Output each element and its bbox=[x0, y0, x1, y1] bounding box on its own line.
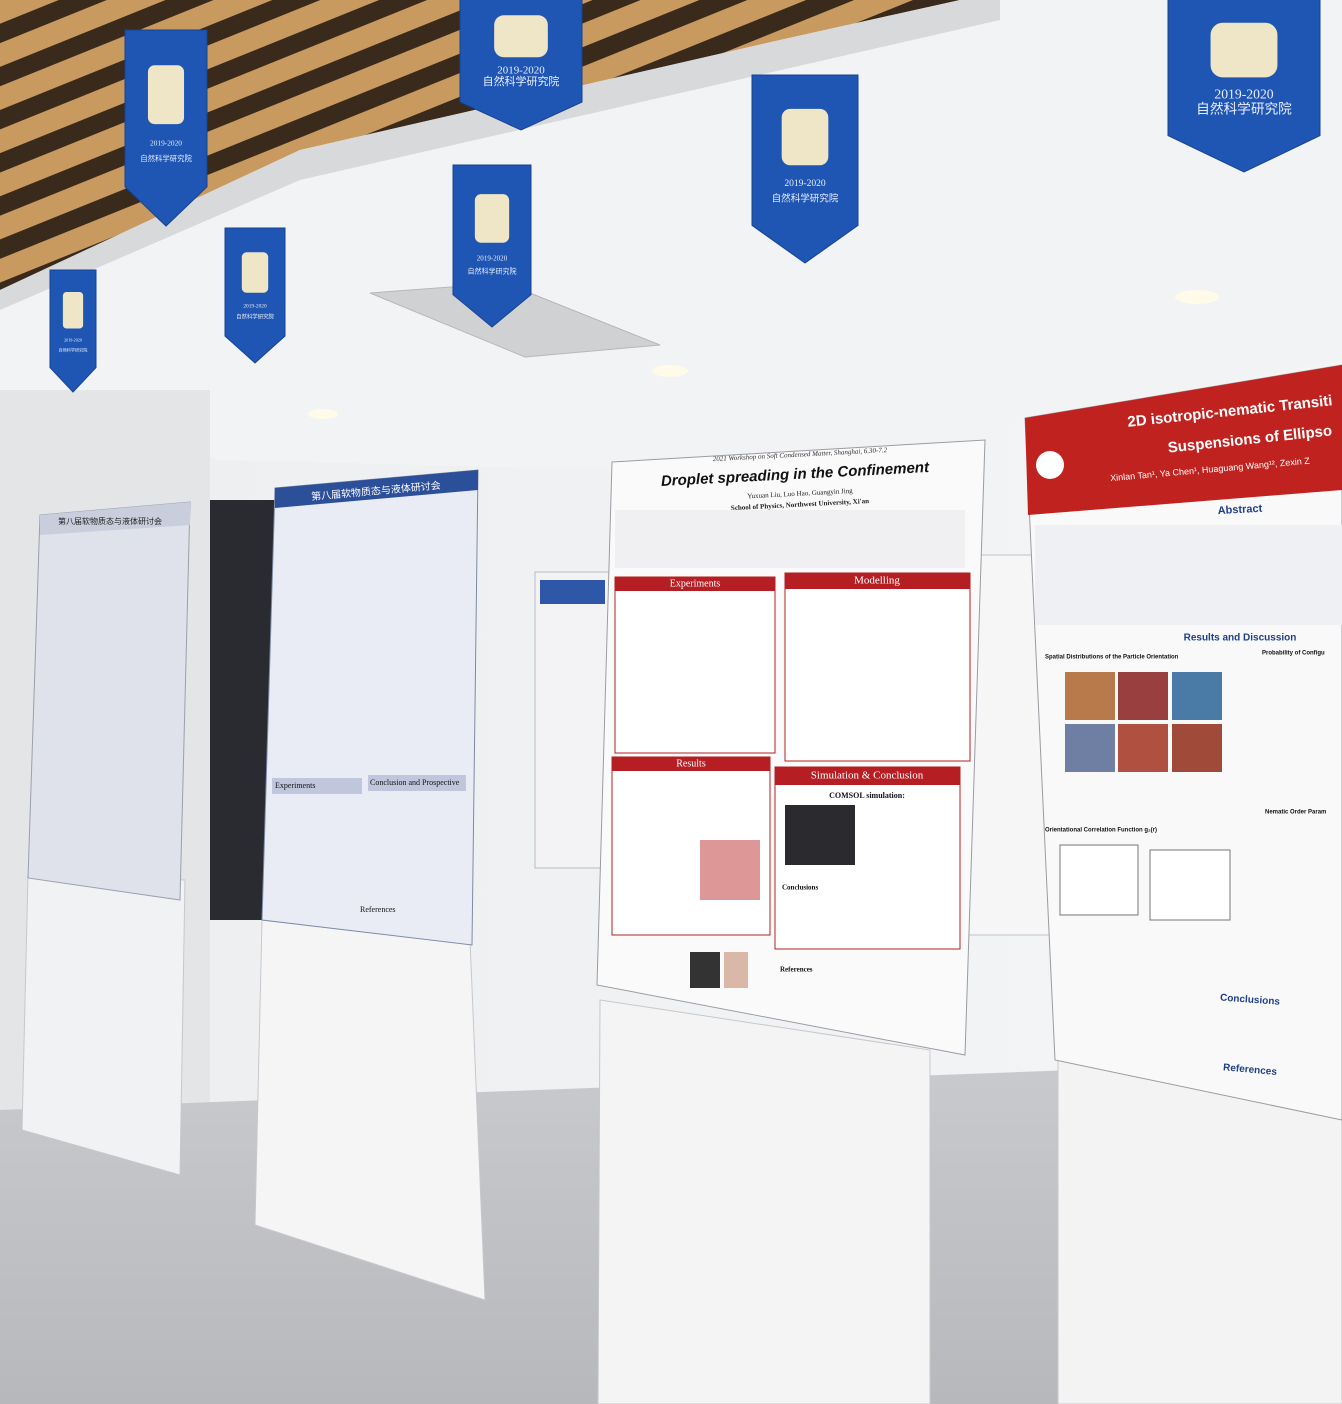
ceiling-edge bbox=[0, 0, 1000, 310]
section-header bbox=[272, 778, 362, 794]
ceiling-light bbox=[1175, 290, 1219, 304]
wood-slats bbox=[0, 0, 960, 290]
section-title: Simulation & Conclusion bbox=[811, 770, 924, 782]
logo bbox=[1036, 451, 1064, 479]
section-header bbox=[612, 757, 770, 771]
banner-label: 自然科学研究院 bbox=[772, 192, 839, 204]
section-title: COMSOL simulation: bbox=[829, 791, 905, 800]
section-box bbox=[784, 572, 971, 762]
section-header bbox=[785, 573, 970, 589]
abstract-block bbox=[1035, 525, 1342, 625]
banner-emblem bbox=[241, 252, 269, 293]
banner-label: 自然科学研究院 bbox=[1196, 100, 1292, 116]
figure bbox=[1172, 672, 1222, 720]
banner bbox=[224, 227, 286, 364]
section-title: Conclusions bbox=[782, 884, 818, 892]
banner bbox=[452, 164, 532, 328]
banner-emblem bbox=[494, 15, 548, 58]
section-header bbox=[615, 577, 775, 591]
figure bbox=[1065, 724, 1115, 772]
section-title: Conclusion and Prospective bbox=[370, 778, 460, 787]
section-title: References bbox=[780, 966, 813, 974]
section-title: Results and Discussion bbox=[1184, 633, 1297, 644]
banner-years: 2019-2020 bbox=[784, 178, 826, 189]
section-title: Abstract bbox=[1217, 503, 1263, 517]
banner-label: 自然科学研究院 bbox=[483, 74, 560, 88]
poster-header bbox=[40, 502, 190, 535]
banner-label: 自然科学研究院 bbox=[236, 312, 274, 320]
figure bbox=[1118, 672, 1168, 720]
banners: 2019-2020自然科学研究院2019-2020自然科学研究院2019-202… bbox=[49, 0, 1321, 393]
banner bbox=[1167, 0, 1321, 173]
figure bbox=[1172, 724, 1222, 772]
section-box bbox=[614, 576, 776, 754]
figure bbox=[700, 840, 760, 900]
banner-emblem bbox=[474, 194, 510, 243]
banner-emblem bbox=[147, 65, 185, 125]
banner-emblem bbox=[1210, 22, 1278, 78]
poster bbox=[261, 469, 479, 946]
stand bbox=[597, 999, 931, 1404]
banner-years: 2019-2020 bbox=[150, 138, 182, 147]
poster bbox=[27, 501, 191, 901]
banner-years: 2019-2020 bbox=[477, 255, 508, 263]
poster-header bbox=[275, 470, 478, 508]
section-title: Spatial Distributions of the Particle Or… bbox=[1045, 655, 1179, 661]
figure bbox=[1149, 849, 1231, 921]
banner-years: 2019-2020 bbox=[243, 304, 267, 310]
section-title: Experiments bbox=[670, 578, 721, 589]
section-header bbox=[368, 775, 466, 791]
photo bbox=[724, 952, 748, 988]
banner-emblem bbox=[781, 108, 829, 166]
abstract-block bbox=[615, 510, 965, 568]
qr-code bbox=[690, 952, 720, 988]
banner bbox=[124, 29, 208, 227]
banner-label: 自然科学研究院 bbox=[59, 346, 88, 352]
banner-label: 自然科学研究院 bbox=[140, 154, 192, 163]
banner-years: 2019-2020 bbox=[64, 338, 82, 343]
section-boxes bbox=[611, 572, 971, 950]
poster-header bbox=[1025, 365, 1342, 515]
section-header bbox=[775, 767, 960, 785]
section-title: Results bbox=[676, 758, 706, 769]
section-title: Probability of Configu bbox=[1262, 651, 1325, 657]
section-title: References bbox=[360, 905, 396, 914]
section-title: Experiments bbox=[275, 781, 315, 790]
figure bbox=[1118, 724, 1168, 772]
back-poster bbox=[534, 571, 611, 869]
banner bbox=[459, 0, 583, 131]
ceiling-light bbox=[308, 409, 338, 419]
banner bbox=[751, 74, 859, 264]
figure bbox=[785, 805, 855, 865]
banner bbox=[49, 269, 97, 393]
figure bbox=[1059, 844, 1139, 916]
banner-label: 自然科学研究院 bbox=[467, 267, 516, 276]
banner-years: 2019-2020 bbox=[1214, 87, 1273, 102]
section-title: Nematic Order Param bbox=[1265, 810, 1326, 816]
stand bbox=[21, 874, 186, 1176]
ceiling-light bbox=[652, 365, 688, 377]
section-title: Modelling bbox=[854, 575, 900, 587]
section-title: Conclusions bbox=[1220, 993, 1281, 1008]
banner-years: 2019-2020 bbox=[497, 65, 545, 77]
figure bbox=[1065, 672, 1115, 720]
section-title: References bbox=[1223, 1062, 1278, 1078]
banner-emblem bbox=[62, 291, 84, 329]
section-title: Orientational Correlation Function g₂(r) bbox=[1045, 828, 1157, 834]
poster-title: 第八届软物质态与液体研讨会 bbox=[58, 516, 162, 526]
back-poster-header bbox=[540, 580, 605, 604]
